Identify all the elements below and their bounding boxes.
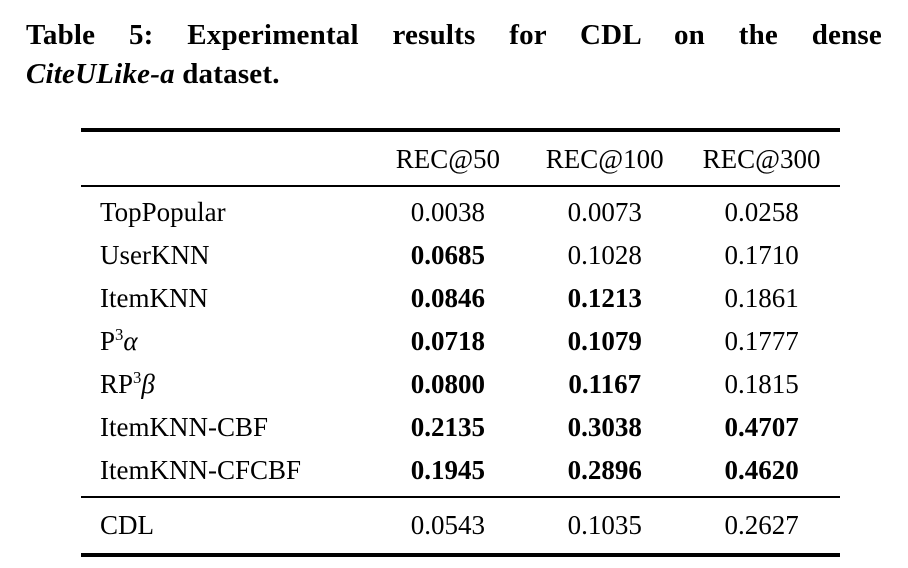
row-label-base: P <box>100 326 116 356</box>
row-label: ItemKNN-CFCBF <box>81 449 369 497</box>
table-row: UserKNN 0.0685 0.1028 0.1710 <box>81 234 840 277</box>
metric-value-cell: 0.0718 <box>410 326 485 356</box>
results-table: REC@50 REC@100 REC@300 TopPopular 0.0038… <box>81 128 840 557</box>
row-label-base: RP <box>100 369 134 399</box>
row-label-greek: β <box>141 369 155 399</box>
table-row: ItemKNN 0.0846 0.1213 0.1861 <box>81 277 840 320</box>
caption-line2: CiteULike-a dataset. <box>26 55 882 94</box>
metric-value-cell: 0.1035 <box>526 496 684 555</box>
metric-value-cell: 0.2135 <box>410 412 485 442</box>
row-label-superscript: 3 <box>115 325 124 344</box>
metric-value-cell: 0.0038 <box>410 197 485 227</box>
metric-value-cell: 0.0073 <box>567 197 642 227</box>
cdl-row: CDL 0.0543 0.1035 0.2627 <box>81 496 840 555</box>
metric-value-cell: 0.0258 <box>724 197 799 227</box>
row-label-base: ItemKNN-CBF <box>100 412 268 442</box>
col-header-rec50: REC@50 <box>369 130 527 187</box>
row-label-base: ItemKNN <box>100 283 208 313</box>
metric-value-cell: 0.0800 <box>410 369 485 399</box>
row-label: RP3β <box>81 363 369 406</box>
caption-dataset-name: CiteULike-a <box>26 58 175 90</box>
row-label: ItemKNN-CBF <box>81 406 369 449</box>
metric-value-cell: 0.1815 <box>724 369 799 399</box>
metric-value-cell: 0.4707 <box>724 412 799 442</box>
row-label-base: TopPopular <box>100 197 226 227</box>
row-label-superscript: 3 <box>133 368 142 387</box>
metric-value-cell: 0.4620 <box>724 455 799 485</box>
metric-value-cell: 0.1710 <box>724 240 799 270</box>
row-label-base: ItemKNN-CFCBF <box>100 455 302 485</box>
row-label: CDL <box>81 496 370 555</box>
table-row: ItemKNN-CBF 0.2135 0.3038 0.4707 <box>81 406 840 449</box>
table-caption: Table 5: Experimental results for CDL on… <box>26 16 882 94</box>
metric-value-cell: 0.1079 <box>567 326 642 356</box>
col-header-rec300: REC@300 <box>683 130 840 187</box>
metric-value-cell: 0.0543 <box>369 496 527 555</box>
metric-value-cell: 0.1167 <box>568 369 642 399</box>
table-row: ItemKNN-CFCBF 0.1945 0.2896 0.4620 <box>81 449 840 497</box>
table-row: TopPopular 0.0038 0.0073 0.0258 <box>81 186 840 234</box>
metric-value-cell: 0.2627 <box>683 496 840 555</box>
metric-value-cell: 0.1777 <box>724 326 799 356</box>
metric-value-cell: 0.1213 <box>567 283 642 313</box>
metric-value-cell: 0.1945 <box>410 455 485 485</box>
row-label-greek: α <box>123 326 138 356</box>
metric-value-cell: 0.2896 <box>567 455 642 485</box>
col-header-rec100: REC@100 <box>526 130 684 187</box>
row-label-base: UserKNN <box>100 240 210 270</box>
table-row: P3α 0.0718 0.1079 0.1777 <box>81 320 840 363</box>
header-row: REC@50 REC@100 REC@300 <box>81 130 840 187</box>
row-label: TopPopular <box>81 186 369 234</box>
caption-line2-rest: dataset. <box>174 58 280 90</box>
table-row: RP3β 0.0800 0.1167 0.1815 <box>81 363 840 406</box>
corner-cell <box>81 130 370 187</box>
metric-value-cell: 0.3038 <box>567 412 642 442</box>
metric-value-cell: 0.0846 <box>410 283 485 313</box>
row-label: ItemKNN <box>81 277 369 320</box>
metric-value-cell: 0.1861 <box>724 283 799 313</box>
row-label: UserKNN <box>81 234 369 277</box>
caption-line1: Table 5: Experimental results for CDL on… <box>26 19 882 51</box>
metric-value-cell: 0.0685 <box>410 240 485 270</box>
metric-value-cell: 0.1028 <box>567 240 642 270</box>
row-label: P3α <box>81 320 369 363</box>
